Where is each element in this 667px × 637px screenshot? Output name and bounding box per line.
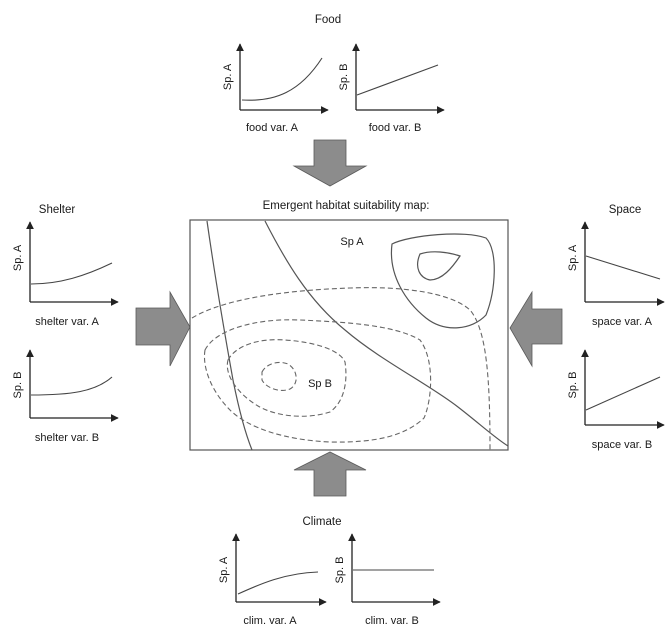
habitat-map: Emergent habitat suitability map: Sp A S… xyxy=(189,200,509,451)
map-boundary-diagonal xyxy=(264,220,509,447)
climate-a-response-curve xyxy=(237,571,319,595)
sp-a-label: Sp A xyxy=(340,236,364,248)
shelter-b-ylabel: Sp. B xyxy=(12,372,24,399)
map-frame xyxy=(189,219,509,451)
space-arrow xyxy=(509,290,563,368)
sp-a-outer-contour xyxy=(390,233,495,329)
shelter-a-xlabel: shelter var. A xyxy=(35,316,99,328)
sp-b-middle-contour xyxy=(203,319,432,443)
food-arrow xyxy=(292,139,368,187)
climate-a-plot: Sp. A clim. var. A xyxy=(218,533,327,627)
space-a-response-curve xyxy=(585,255,661,280)
sp-b-outer-contour xyxy=(191,287,491,451)
climate-a-xlabel: clim. var. A xyxy=(243,615,297,627)
sp-a-inner-contour xyxy=(417,251,461,281)
shelter-arrow xyxy=(135,290,191,367)
food-a-response-curve xyxy=(241,57,323,101)
shelter-a-response-curve xyxy=(30,262,113,285)
space-title: Space xyxy=(609,204,642,216)
space-group: Space Sp. A space var. A Sp. B space var… xyxy=(509,204,665,451)
food-b-response-curve xyxy=(356,64,439,96)
food-title: Food xyxy=(315,14,341,26)
space-a-plot: Sp. A space var. A xyxy=(567,221,665,328)
shelter-b-xlabel: shelter var. B xyxy=(35,432,99,444)
climate-b-ylabel: Sp. B xyxy=(334,557,346,584)
climate-title: Climate xyxy=(303,516,342,528)
space-a-xlabel: space var. A xyxy=(592,316,653,328)
space-a-ylabel: Sp. A xyxy=(567,244,579,271)
space-b-ylabel: Sp. B xyxy=(567,372,579,399)
food-group: Food Sp. A food var. A Sp. B food var. B xyxy=(222,14,445,187)
shelter-a-ylabel: Sp. A xyxy=(12,244,24,271)
climate-b-plot: Sp. B clim. var. B xyxy=(334,533,441,627)
shelter-a-plot: Sp. A shelter var. A xyxy=(12,221,119,328)
climate-a-ylabel: Sp. A xyxy=(218,556,230,583)
climate-group: Climate Sp. A clim. var. A Sp. B clim. v… xyxy=(218,451,441,627)
shelter-title: Shelter xyxy=(39,204,76,216)
food-b-ylabel: Sp. B xyxy=(338,64,350,91)
food-b-plot: Sp. B food var. B xyxy=(338,43,445,134)
map-title: Emergent habitat suitability map: xyxy=(263,200,430,212)
climate-arrow xyxy=(293,451,367,497)
sp-b-label: Sp B xyxy=(308,378,332,390)
shelter-group: Shelter Sp. A shelter var. A Sp. B shelt… xyxy=(12,204,191,444)
space-b-response-curve xyxy=(585,376,661,411)
map-boundary-left xyxy=(206,220,253,451)
food-a-ylabel: Sp. A xyxy=(222,63,234,90)
sp-b-third-contour xyxy=(226,339,347,417)
food-a-xlabel: food var. A xyxy=(246,122,299,134)
climate-b-xlabel: clim. var. B xyxy=(365,615,419,627)
shelter-b-plot: Sp. B shelter var. B xyxy=(12,349,119,444)
shelter-b-response-curve xyxy=(30,376,113,396)
food-a-plot: Sp. A food var. A xyxy=(222,43,329,134)
space-b-xlabel: space var. B xyxy=(592,439,653,451)
space-b-plot: Sp. B space var. B xyxy=(567,349,665,451)
food-b-xlabel: food var. B xyxy=(369,122,422,134)
